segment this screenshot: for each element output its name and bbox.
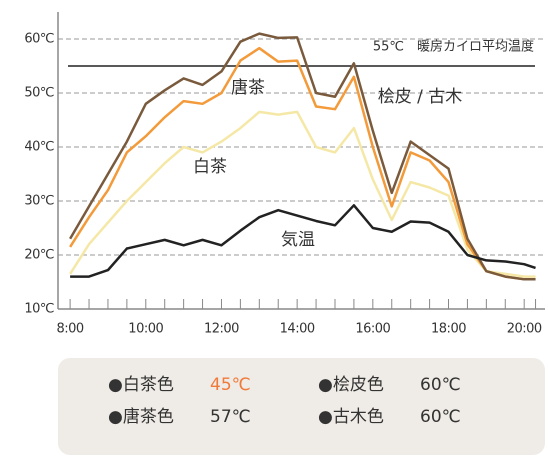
x-tick-label: 8:00 <box>57 322 84 337</box>
series-line <box>69 110 536 278</box>
legend-value: 57℃ <box>210 407 251 427</box>
x-tick-label: 14:00 <box>280 322 315 337</box>
x-tick-label: 10:00 <box>128 322 163 337</box>
y-tick-label: 50℃ <box>24 86 54 101</box>
reference-label: 55℃ 暖房カイロ平均温度 <box>373 39 534 55</box>
x-tick-label: 16:00 <box>355 322 390 337</box>
series-line <box>70 204 536 278</box>
y-tick-label: 60℃ <box>24 32 54 47</box>
y-tick-label: 30℃ <box>24 194 54 209</box>
legend-value: 60℃ <box>420 375 461 395</box>
legend-value: 45℃ <box>210 375 251 395</box>
series-annotation: 唐茶 <box>231 77 265 98</box>
legend-label: ●古木色 <box>318 407 384 427</box>
series-annotation: 桧皮 / 古木 <box>378 87 463 107</box>
y-tick-label: 10℃ <box>24 302 54 317</box>
series-line <box>69 32 536 281</box>
legend-value: 60℃ <box>420 407 461 427</box>
x-tick-label: 12:00 <box>204 322 239 337</box>
y-tick-label: 20℃ <box>24 248 54 263</box>
x-tick-label: 18:00 <box>431 322 466 337</box>
legend-label: ●桧皮色 <box>318 375 384 395</box>
legend-label: ●唐茶色 <box>108 406 174 427</box>
series-line <box>69 46 536 281</box>
series-annotation: 気温 <box>281 230 315 250</box>
y-tick-label: 40℃ <box>24 140 54 155</box>
legend-box <box>58 358 545 455</box>
x-tick-label: 20:00 <box>507 322 542 337</box>
series-annotation: 白茶 <box>193 157 227 177</box>
legend-label: ●白茶色 <box>108 375 174 395</box>
